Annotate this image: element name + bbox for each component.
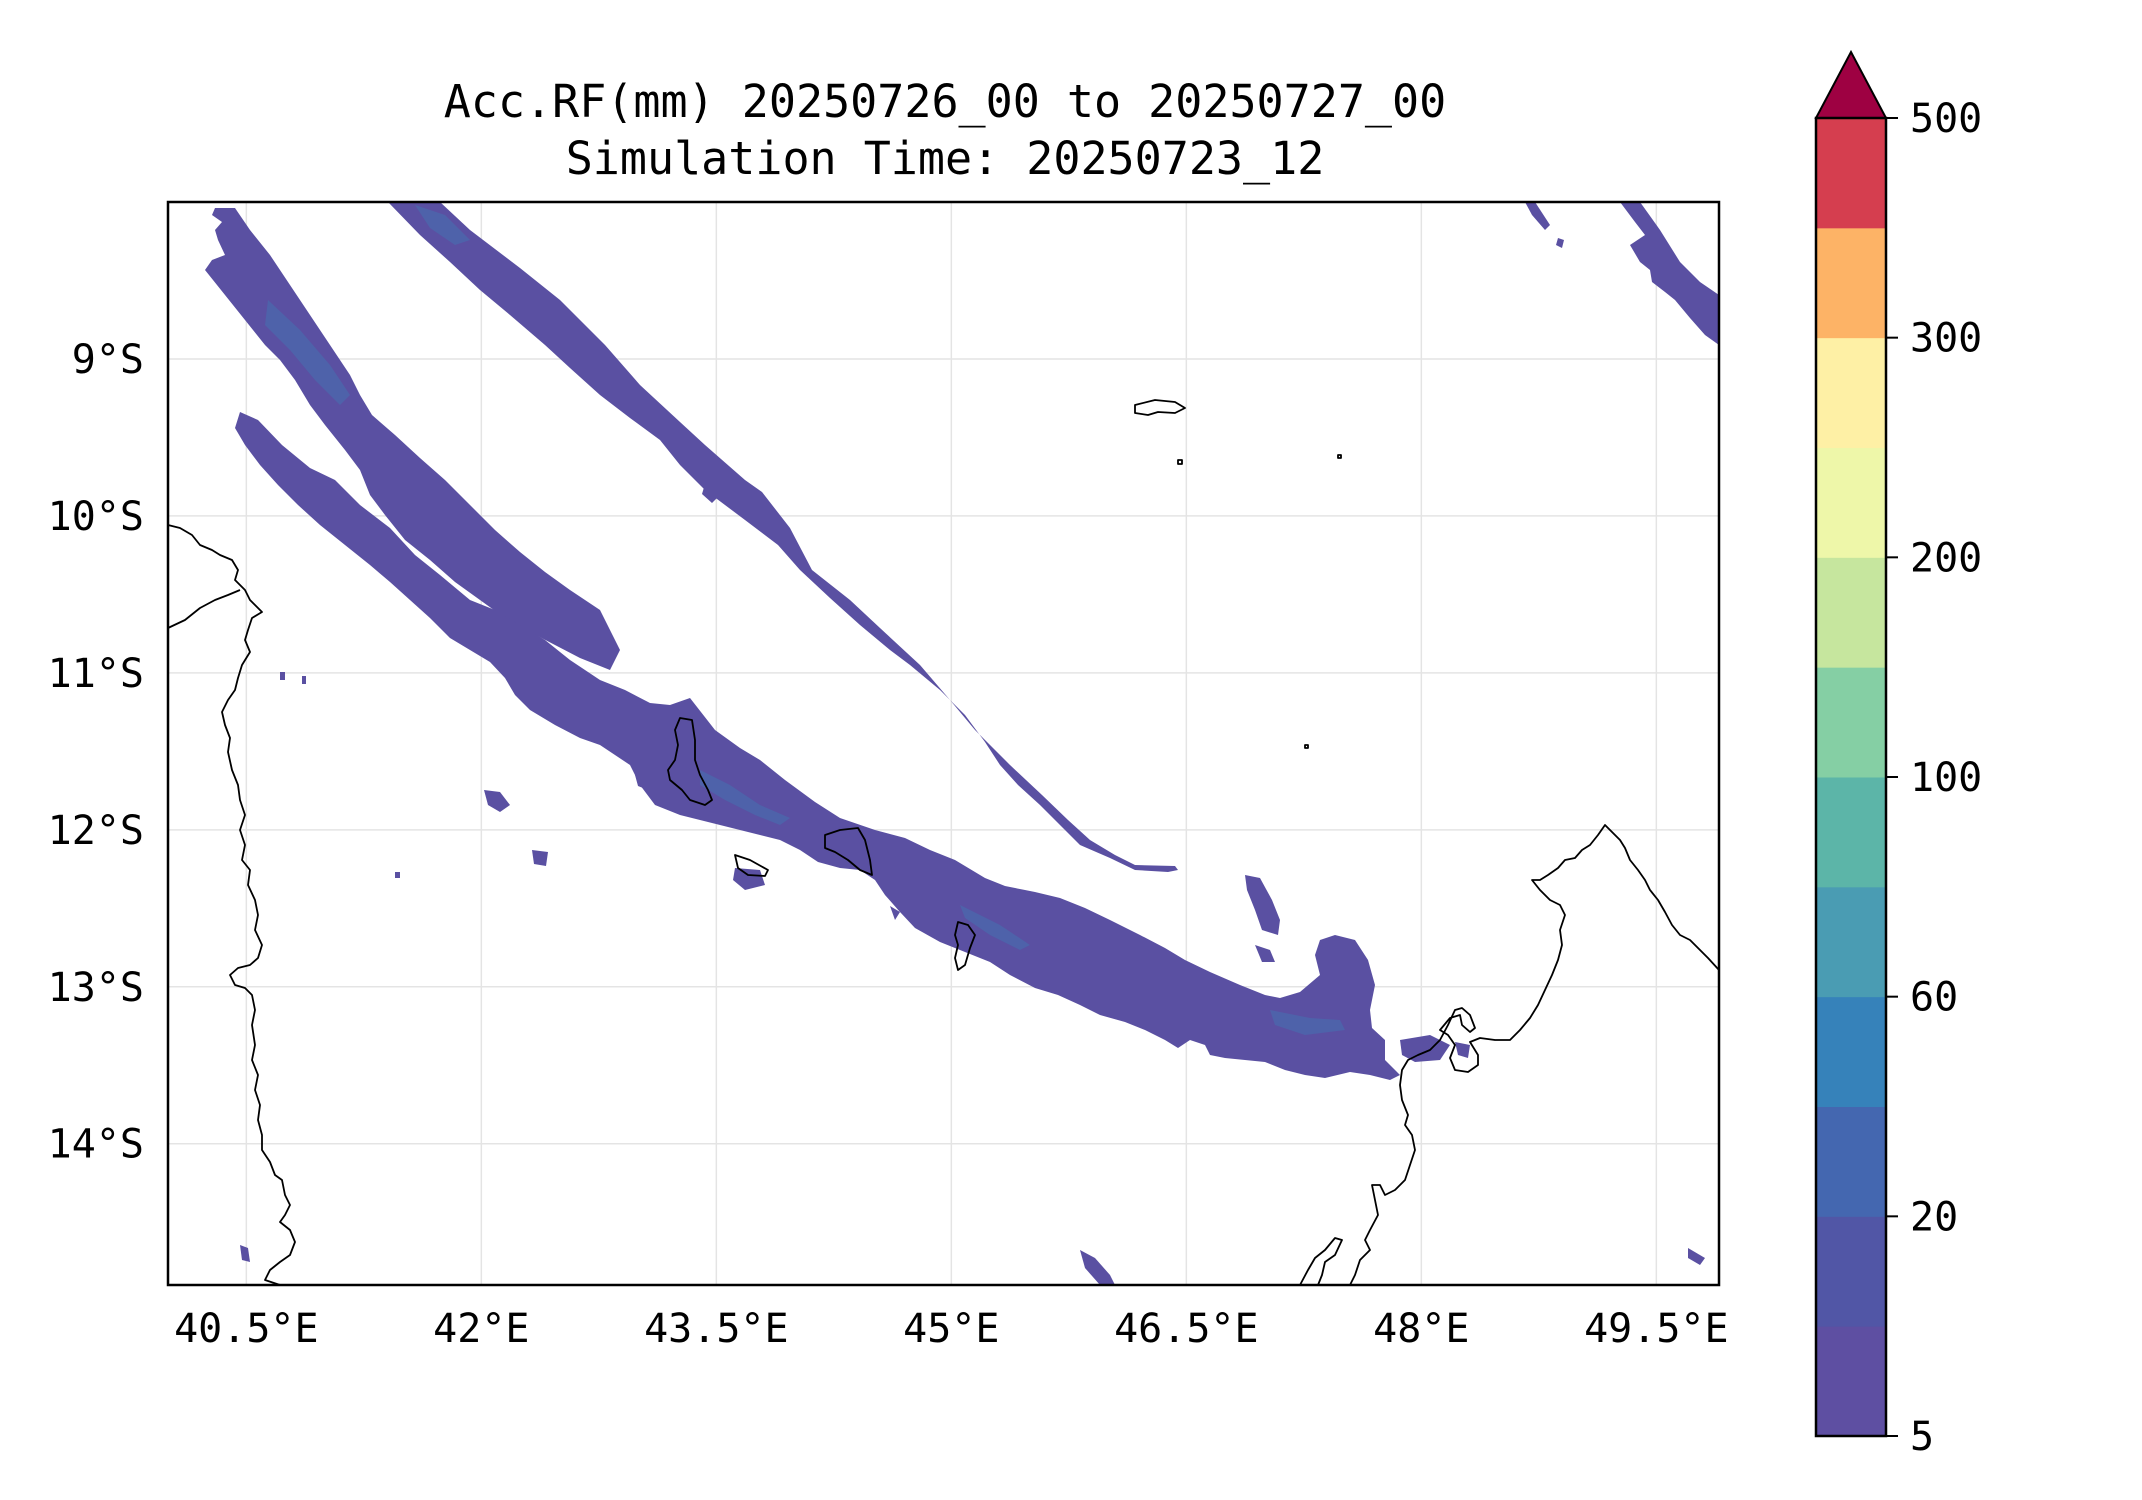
rainfall-patch	[280, 672, 285, 680]
x-tick-label: 49.5°E	[1584, 1306, 1729, 1352]
madagascar-west-inlet	[1299, 1237, 1343, 1286]
x-tick-label: 46.5°E	[1114, 1306, 1259, 1352]
x-axis-ticks: 40.5°E 42°E 43.5°E 45°E 46.5°E 48°E 49.5°E	[174, 1306, 1729, 1352]
rainfall-patch-northeast-3	[1556, 238, 1564, 248]
madagascar-coastline	[1349, 824, 1720, 1286]
colorbar-segment	[1816, 557, 1886, 668]
colorbar-segment	[1816, 337, 1886, 448]
comoros-moheli	[734, 854, 769, 877]
rainfall-patch	[1080, 1250, 1115, 1285]
y-tick-label: 9°S	[72, 337, 144, 383]
colorbar-segment	[1816, 1326, 1886, 1437]
colorbar-segment	[1816, 227, 1886, 339]
y-tick-label: 12°S	[48, 808, 144, 854]
rainfall-fields	[205, 202, 1719, 1285]
x-tick-label: 42°E	[433, 1306, 529, 1352]
colorbar-tick-label: 500	[1910, 96, 1982, 142]
rainfall-band-north	[388, 202, 1178, 872]
colorbar-tick-label: 300	[1910, 316, 1982, 362]
colorbar-segment	[1816, 996, 1886, 1107]
rainfall-blob-east-2	[1255, 945, 1275, 962]
rainfall-patch	[635, 775, 650, 790]
colorbar-segment	[1816, 1106, 1886, 1217]
chart-title-line-1: Acc.RF(mm) 20250726_00 to 20250727_00	[444, 75, 1446, 128]
comoros-grande-comore	[667, 717, 713, 806]
rainfall-patch	[395, 872, 400, 878]
small-island	[1337, 454, 1342, 459]
rainfall-patch-northeast-2	[1525, 202, 1550, 230]
rainfall-patch	[240, 1245, 250, 1262]
rainfall-patch	[302, 676, 306, 684]
y-axis-ticks: 9°S 10°S 11°S 12°S 13°S 14°S	[48, 337, 144, 1168]
colorbar-tick-label: 60	[1910, 975, 1958, 1021]
y-tick-label: 13°S	[48, 965, 144, 1011]
y-tick-label: 10°S	[48, 494, 144, 540]
colorbar-segment	[1816, 777, 1886, 888]
colorbar-tick-label: 100	[1910, 755, 1982, 801]
chart-title-line-2: Simulation Time: 20250723_12	[566, 132, 1325, 185]
rainfall-band-west	[205, 208, 620, 670]
colorbar-segment	[1816, 1216, 1886, 1327]
rainfall-patch	[532, 850, 548, 866]
map-plot-area	[167, 202, 1720, 1286]
rainfall-band-west-core	[265, 300, 350, 405]
africa-coastline-upper	[167, 589, 241, 629]
x-tick-label: 45°E	[903, 1306, 999, 1352]
colorbar-tick-label: 20	[1910, 1194, 1958, 1240]
small-island	[1177, 459, 1183, 465]
colorbar: 5 20 60 100 200 300 500	[1814, 49, 1982, 1460]
aldabra-island	[1134, 399, 1186, 416]
mayotte	[954, 921, 976, 971]
gridlines	[168, 202, 1719, 1285]
colorbar-tick-label: 200	[1910, 535, 1982, 581]
colorbar-extend-triangle	[1814, 49, 1888, 119]
rainfall-blob-madagascar-2	[1455, 1042, 1470, 1058]
rainfall-patch	[890, 906, 900, 920]
rainfall-patch-northeast	[1620, 202, 1719, 345]
x-tick-label: 43.5°E	[644, 1306, 789, 1352]
x-tick-label: 48°E	[1373, 1306, 1469, 1352]
colorbar-segment	[1816, 667, 1886, 778]
rainfall-band-north-core	[415, 205, 470, 245]
rainfall-blob-east-1	[1245, 875, 1280, 935]
colorbar-segment	[1816, 118, 1886, 229]
map-background	[168, 202, 1719, 1285]
comoros-anjouan	[824, 827, 873, 876]
rainfall-band-south-core-1	[700, 770, 790, 825]
coastlines	[167, 399, 1720, 1286]
colorbar-ticks: 5 20 60 100 200 300 500	[1886, 96, 1982, 1460]
colorbar-segments	[1816, 118, 1886, 1437]
rainfall-patch	[484, 790, 510, 812]
rainfall-patch	[598, 634, 604, 642]
x-tick-label: 40.5°E	[174, 1306, 319, 1352]
small-island	[1304, 744, 1309, 749]
rainfall-patch	[733, 868, 765, 890]
colorbar-tick-label: 5	[1910, 1414, 1934, 1460]
rainfall-band-north-fragment	[702, 484, 720, 503]
colorbar-segment	[1816, 447, 1886, 558]
map-frame	[166, 200, 1721, 1287]
y-tick-label: 11°S	[48, 651, 144, 697]
africa-coastline	[167, 524, 296, 1286]
rainfall-patch	[1688, 1248, 1705, 1265]
y-tick-label: 14°S	[48, 1122, 144, 1168]
colorbar-segment	[1816, 886, 1886, 998]
rainfall-band-south-core-3	[1270, 1010, 1345, 1035]
rainfall-band-south-core-2	[960, 905, 1030, 950]
